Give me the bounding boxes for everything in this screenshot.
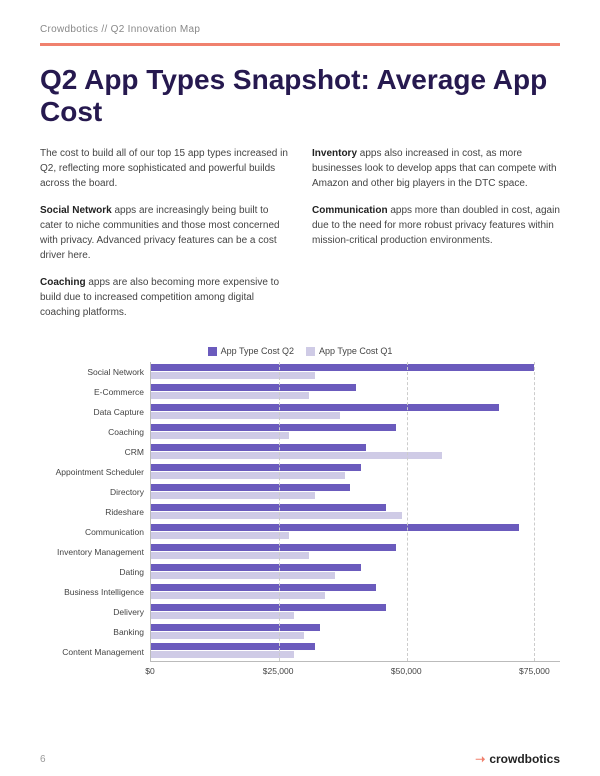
body-columns: The cost to build all of our top 15 app … xyxy=(40,146,560,332)
chart-y-label: Banking xyxy=(40,622,150,642)
bar-q1 xyxy=(151,432,289,439)
bar-q1 xyxy=(151,592,325,599)
bar-q2 xyxy=(151,384,356,391)
legend-label: App Type Cost Q2 xyxy=(221,346,294,356)
chart-row xyxy=(151,482,560,502)
bar-q2 xyxy=(151,484,350,491)
bar-q2 xyxy=(151,584,376,591)
brand-logo-text: crowdbotics xyxy=(489,752,560,766)
bar-q2 xyxy=(151,404,499,411)
chart-y-label: Delivery xyxy=(40,602,150,622)
bar-q1 xyxy=(151,492,315,499)
bar-q1 xyxy=(151,452,442,459)
chart-y-label: Dating xyxy=(40,562,150,582)
bar-q2 xyxy=(151,564,361,571)
page-title: Q2 App Types Snapshot: Average App Cost xyxy=(40,64,560,128)
bar-q2 xyxy=(151,444,366,451)
body-paragraph: The cost to build all of our top 15 app … xyxy=(40,146,288,191)
chart-y-label: Communication xyxy=(40,522,150,542)
chart-row xyxy=(151,442,560,462)
bar-q1 xyxy=(151,651,294,658)
chart-row xyxy=(151,621,560,641)
bar-q1 xyxy=(151,532,289,539)
chart-legend: App Type Cost Q2 App Type Cost Q1 xyxy=(40,346,560,358)
chart-row xyxy=(151,561,560,581)
bar-q1 xyxy=(151,552,309,559)
chart-row xyxy=(151,462,560,482)
body-paragraph: Inventory apps also increased in cost, a… xyxy=(312,146,560,191)
body-paragraph: Coaching apps are also becoming more exp… xyxy=(40,275,288,320)
legend-swatch xyxy=(208,347,217,356)
chart-x-tick: $25,000 xyxy=(263,666,294,676)
bar-q1 xyxy=(151,372,315,379)
body-paragraph: Communication apps more than doubled in … xyxy=(312,203,560,248)
chart-y-label: Directory xyxy=(40,482,150,502)
legend-item: App Type Cost Q2 xyxy=(208,346,294,356)
accent-rule xyxy=(40,43,560,46)
page-number: 6 xyxy=(40,754,46,765)
chart-y-label: CRM xyxy=(40,442,150,462)
chart-x-tick: $75,000 xyxy=(519,666,550,676)
body-column-left: The cost to build all of our top 15 app … xyxy=(40,146,288,332)
cost-chart: App Type Cost Q2 App Type Cost Q1 Social … xyxy=(40,346,560,678)
chart-row xyxy=(151,422,560,442)
chart-row xyxy=(151,402,560,422)
chart-row xyxy=(151,601,560,621)
chart-row xyxy=(151,382,560,402)
rocket-icon: ➝ xyxy=(475,752,485,766)
bar-q1 xyxy=(151,612,294,619)
chart-y-label: Business Intelligence xyxy=(40,582,150,602)
bar-q1 xyxy=(151,412,340,419)
chart-y-label: Appointment Scheduler xyxy=(40,462,150,482)
legend-label: App Type Cost Q1 xyxy=(319,346,392,356)
bar-q1 xyxy=(151,392,309,399)
bar-q2 xyxy=(151,364,534,371)
chart-y-label: Inventory Management xyxy=(40,542,150,562)
chart-x-axis: $0$25,000$50,000$75,000 xyxy=(150,666,560,678)
chart-gridline xyxy=(407,362,408,661)
chart-row xyxy=(151,501,560,521)
bar-q1 xyxy=(151,572,335,579)
chart-y-label: Coaching xyxy=(40,422,150,442)
chart-row xyxy=(151,581,560,601)
body-paragraph: Social Network apps are increasingly bei… xyxy=(40,203,288,263)
chart-row xyxy=(151,641,560,661)
chart-y-label: Data Capture xyxy=(40,402,150,422)
chart-y-label: Content Management xyxy=(40,642,150,662)
bar-q1 xyxy=(151,512,402,519)
chart-row xyxy=(151,362,560,382)
bar-q2 xyxy=(151,544,396,551)
bar-q1 xyxy=(151,632,304,639)
bar-q2 xyxy=(151,643,315,650)
chart-y-label: E-Commerce xyxy=(40,382,150,402)
body-column-right: Inventory apps also increased in cost, a… xyxy=(312,146,560,332)
chart-gridline xyxy=(534,362,535,661)
bar-q2 xyxy=(151,604,386,611)
chart-row xyxy=(151,521,560,541)
bar-q2 xyxy=(151,524,519,531)
legend-item: App Type Cost Q1 xyxy=(306,346,392,356)
page-footer: 6 ➝ crowdbotics xyxy=(0,752,600,766)
chart-x-tick: $50,000 xyxy=(391,666,422,676)
bar-q2 xyxy=(151,504,386,511)
bar-q2 xyxy=(151,464,361,471)
chart-y-label: Rideshare xyxy=(40,502,150,522)
bar-q2 xyxy=(151,424,396,431)
breadcrumb: Crowdbotics // Q2 Innovation Map xyxy=(40,24,560,35)
brand-logo: ➝ crowdbotics xyxy=(475,752,560,766)
bar-q1 xyxy=(151,472,345,479)
chart-y-label: Social Network xyxy=(40,362,150,382)
legend-swatch xyxy=(306,347,315,356)
bar-q2 xyxy=(151,624,320,631)
chart-y-labels: Social NetworkE-CommerceData CaptureCoac… xyxy=(40,362,150,662)
chart-x-tick: $0 xyxy=(145,666,154,676)
chart-row xyxy=(151,541,560,561)
chart-plot-area xyxy=(150,362,560,662)
chart-gridline xyxy=(279,362,280,661)
